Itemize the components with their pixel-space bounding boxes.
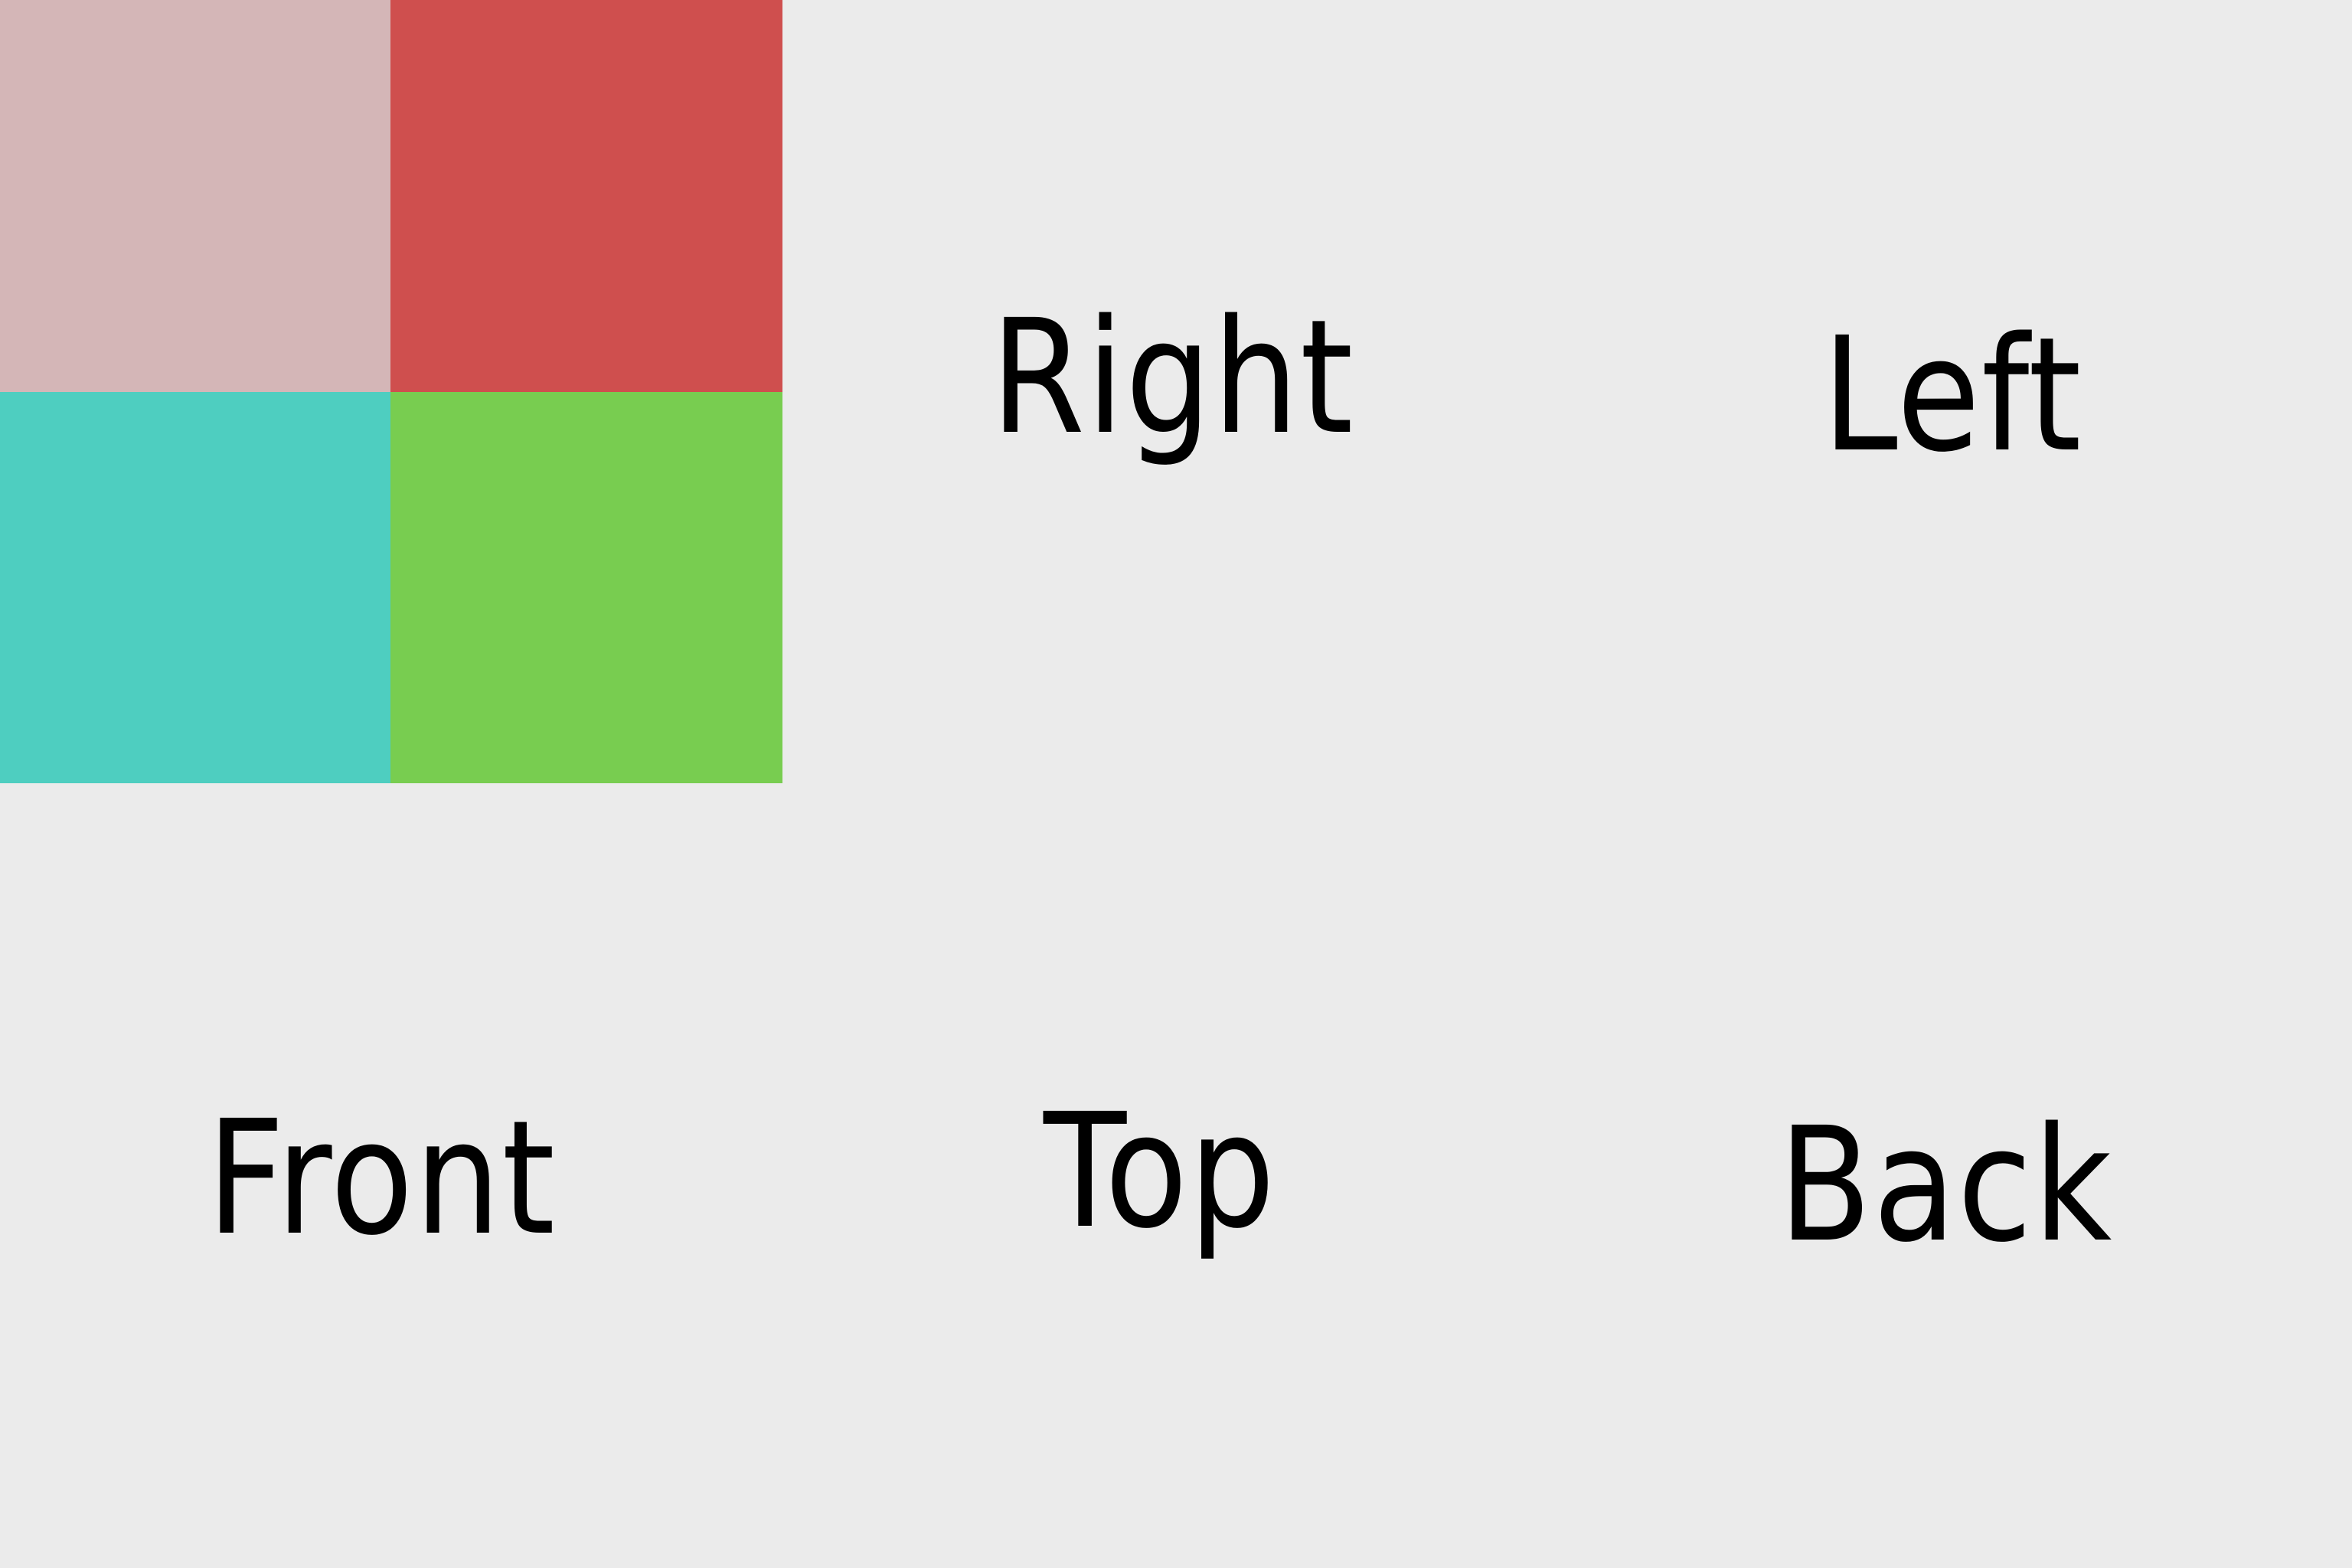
face-label-right[interactable]: Right — [991, 286, 1355, 469]
swatch-bottom-right[interactable] — [390, 392, 782, 783]
face-label-left[interactable]: Left — [1822, 303, 2083, 487]
face-label-front[interactable]: Front — [207, 1086, 557, 1270]
swatch-top-right[interactable] — [390, 0, 782, 392]
face-label-top[interactable]: Top — [1044, 1080, 1277, 1263]
swatch-bottom-left[interactable] — [0, 392, 390, 783]
color-swatch-grid — [0, 0, 782, 783]
swatch-top-left[interactable] — [0, 0, 390, 392]
face-label-back[interactable]: Back — [1779, 1093, 2113, 1277]
